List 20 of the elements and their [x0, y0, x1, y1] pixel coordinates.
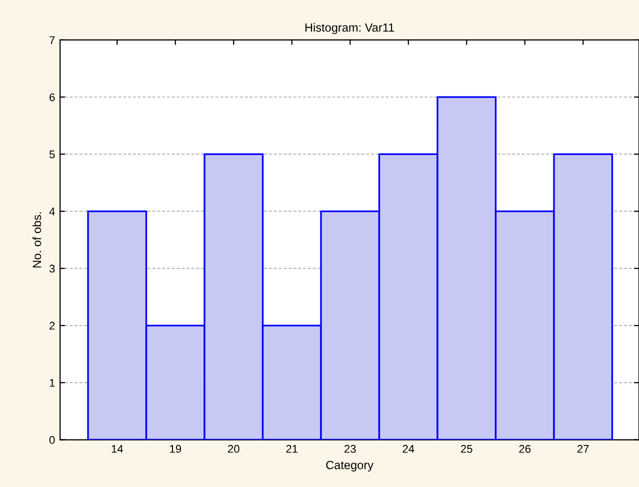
y-tick-label: 0 — [49, 436, 55, 444]
chart-title: Histogram: Var11 — [305, 23, 394, 34]
y-axis-title: No. of obs. — [32, 212, 42, 268]
x-tick-label: 27 — [577, 444, 589, 453]
x-axis-title: Category — [326, 460, 374, 472]
y-tick-label: 2 — [50, 322, 55, 330]
y-tick-label: 3 — [49, 264, 55, 273]
y-tick-label: 6 — [50, 93, 55, 102]
x-tick-label: 25 — [460, 444, 472, 453]
y-tick-label: 7 — [50, 36, 55, 44]
x-tick-label: 19 — [170, 444, 182, 453]
x-tick-label: 26 — [519, 444, 531, 453]
y-tick-label: 5 — [49, 150, 55, 158]
x-tick-label: 14 — [112, 445, 123, 453]
x-tick-label: 20 — [228, 444, 240, 453]
y-tick-label: 1 — [50, 379, 55, 387]
x-tick-label: 24 — [402, 444, 414, 453]
x-tick-label: 23 — [344, 444, 356, 453]
y-tick-label: 4 — [49, 208, 55, 216]
x-tick-label: 21 — [286, 444, 298, 453]
